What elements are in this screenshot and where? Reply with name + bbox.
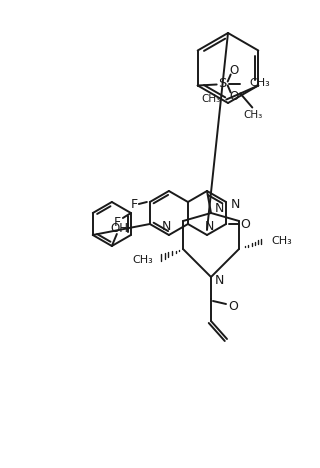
Text: N: N — [162, 220, 172, 234]
Text: CH₃: CH₃ — [250, 79, 270, 88]
Text: N: N — [204, 220, 214, 234]
Text: O: O — [228, 300, 238, 314]
Text: CH₃: CH₃ — [201, 95, 220, 104]
Text: N: N — [214, 275, 224, 287]
Text: OH: OH — [111, 221, 129, 234]
Text: N: N — [214, 203, 224, 215]
Text: O: O — [229, 90, 238, 103]
Text: S: S — [219, 77, 227, 90]
Text: N: N — [230, 197, 240, 211]
Text: CH₃: CH₃ — [271, 236, 292, 246]
Text: O: O — [229, 64, 238, 77]
Text: CH₃: CH₃ — [244, 110, 263, 120]
Text: F: F — [130, 198, 137, 212]
Text: O: O — [240, 218, 250, 231]
Text: CH₃: CH₃ — [132, 255, 153, 265]
Text: F: F — [113, 217, 120, 229]
